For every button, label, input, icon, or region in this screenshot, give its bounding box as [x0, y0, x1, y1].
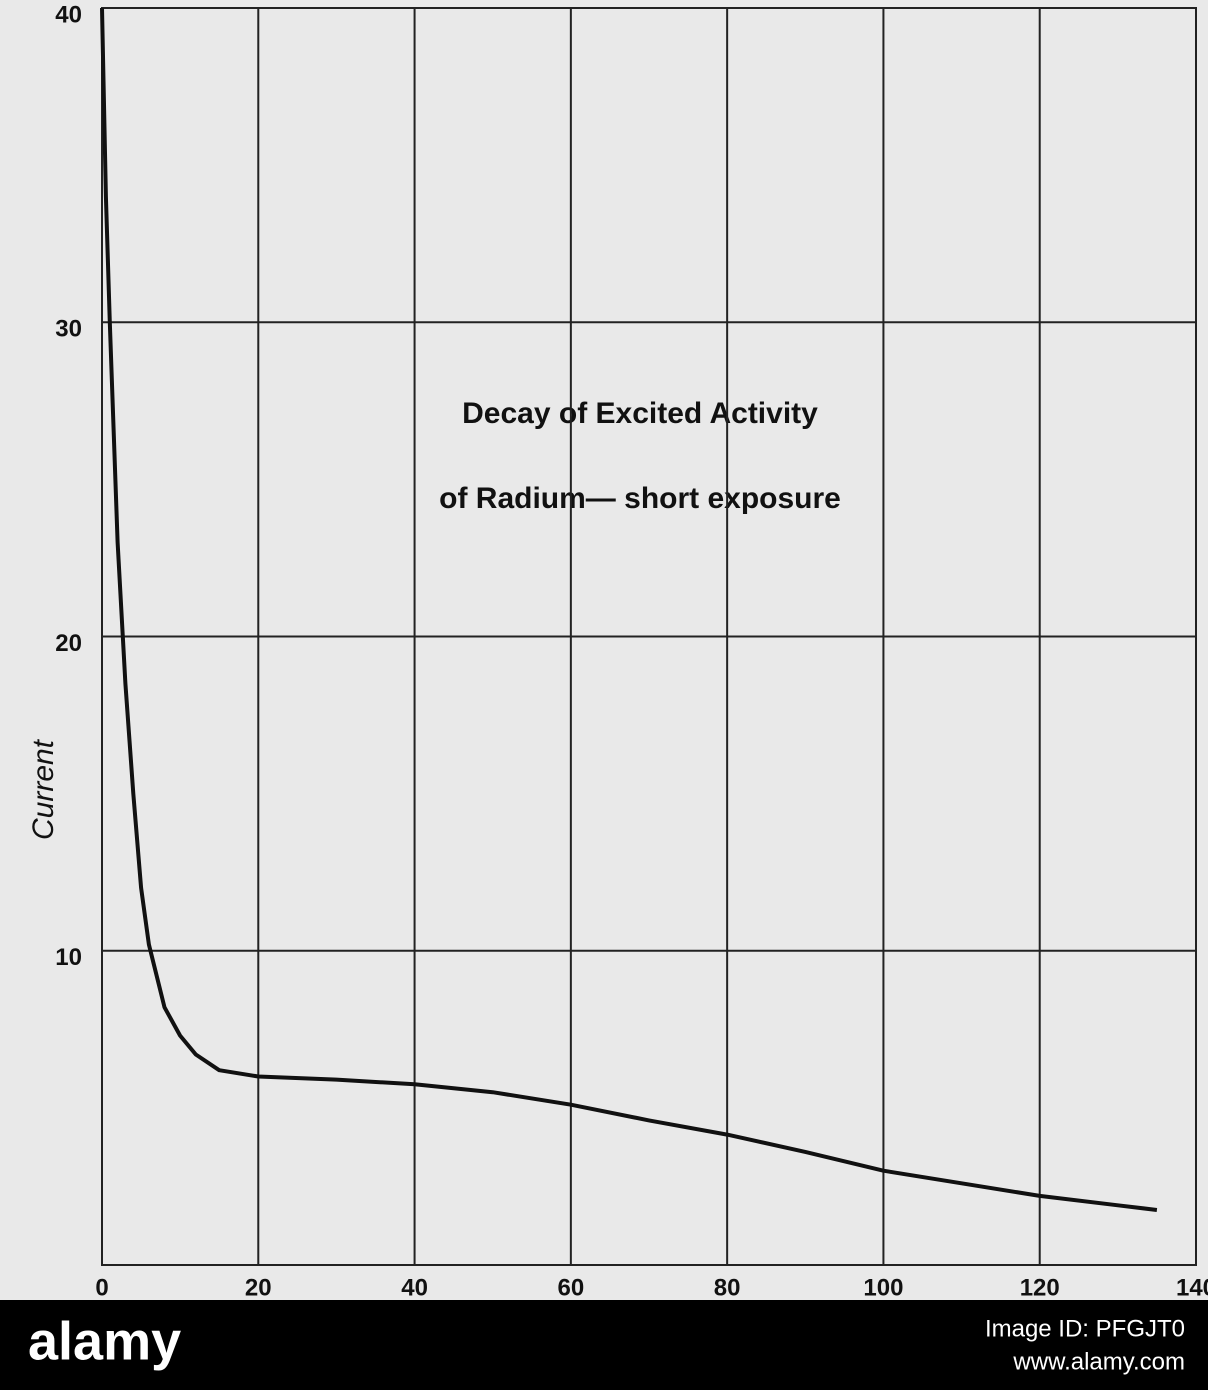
footer-url: www.alamy.com	[1012, 1348, 1185, 1375]
chart-title: Decay of Excited Activity	[462, 397, 818, 430]
x-tick-label: 80	[714, 1274, 741, 1301]
x-tick-label: 120	[1020, 1274, 1060, 1301]
y-tick-label: 40	[55, 1, 82, 28]
paper	[0, 0, 1208, 1300]
chart-subtitle: of Radium— short exposure	[439, 482, 841, 515]
footer-brand: alamy	[28, 1311, 181, 1371]
y-tick-label: 20	[55, 630, 82, 657]
y-tick-label: 10	[55, 944, 82, 971]
x-tick-label: 20	[245, 1274, 272, 1301]
footer-image-id: Image ID: PFGJT0	[985, 1315, 1185, 1342]
y-axis-label: Current	[27, 738, 60, 840]
line	[100, 7, 1158, 1212]
footer-band	[0, 1300, 1208, 1390]
x-tick-label: 100	[863, 1274, 903, 1301]
x-tick-label: 140	[1176, 1274, 1208, 1301]
y-tick-label: 30	[55, 316, 82, 343]
x-tick-label: 60	[558, 1274, 585, 1301]
x-tick-label: 0	[95, 1274, 108, 1301]
x-tick-label: 40	[401, 1274, 428, 1301]
